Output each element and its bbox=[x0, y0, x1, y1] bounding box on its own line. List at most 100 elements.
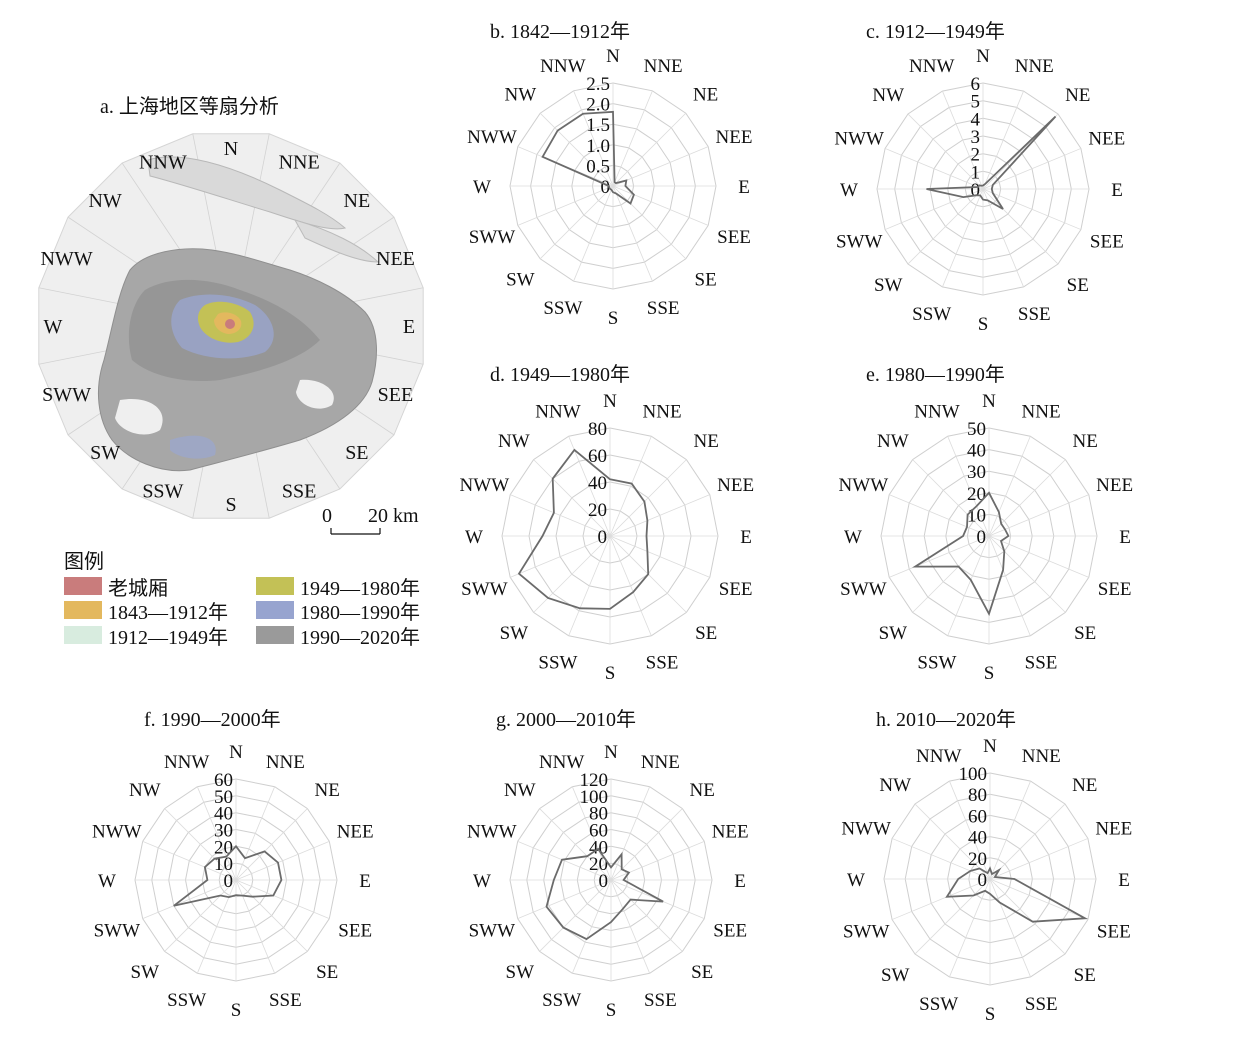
radar-spoke bbox=[891, 878, 991, 920]
map-direction-label: NNE bbox=[279, 152, 320, 174]
radar-radial-tick-label: 4 bbox=[971, 109, 981, 130]
radar-radial-tick-label: 40 bbox=[967, 441, 986, 462]
radar-spoke bbox=[610, 879, 651, 974]
radar-direction-label: SSE bbox=[1025, 653, 1058, 674]
radar-direction-label: SE bbox=[1067, 275, 1089, 296]
radar-spoke bbox=[573, 90, 614, 187]
legend-label: 1912—1949年 bbox=[108, 626, 228, 649]
radar-direction-label: SSW bbox=[167, 990, 206, 1011]
radar-spoke bbox=[609, 535, 652, 636]
radar-radial-tick-label: 20 bbox=[967, 484, 986, 505]
radar-direction-label: NE bbox=[315, 780, 340, 801]
radar-direction-label: SSE bbox=[646, 653, 679, 674]
radar-spoke bbox=[982, 188, 1024, 288]
radar-spoke bbox=[907, 113, 984, 190]
legend-swatch bbox=[256, 601, 294, 619]
radar-chart-b: 00.51.01.52.02.5 N NNE NE NEE E SEE SE SSE S SSW SW… bbox=[467, 20, 752, 329]
radar-radial-tick-label: 1.0 bbox=[586, 136, 610, 157]
legend-item: 1949—1980年 bbox=[256, 574, 420, 600]
legend-label: 老城厢 bbox=[108, 577, 168, 600]
radar-spoke bbox=[988, 436, 1031, 537]
radar-radial-tick-label: 60 bbox=[589, 821, 608, 842]
radar-direction-label: NW bbox=[877, 431, 909, 452]
radar-direction-label: N bbox=[983, 736, 997, 757]
radar-radial-tick-label: 2 bbox=[971, 145, 981, 166]
legend-label: 1843—1912年 bbox=[108, 601, 228, 624]
radar-direction-label: SEE bbox=[1097, 921, 1131, 942]
map-direction-labels: N NNE NE NEE E SEE SE SSE S SSW SW SWW W NWW NW NNW bbox=[40, 138, 415, 516]
radar-radial-tick-label: 60 bbox=[214, 770, 233, 791]
radar-direction-label: SW bbox=[506, 270, 535, 291]
radar-direction-label: NW bbox=[129, 780, 161, 801]
legend-swatch bbox=[256, 626, 294, 644]
radar-spoke bbox=[164, 879, 237, 952]
radar-direction-label: W bbox=[473, 871, 491, 892]
radar-charts: 00.51.01.52.02.5N NNENENEEESEESESSESSSWSW… bbox=[92, 20, 1133, 1025]
radar-spoke bbox=[612, 112, 687, 187]
radar-radial-tick-label: 0 bbox=[224, 871, 234, 892]
radar-radial-tick-label: 60 bbox=[968, 806, 987, 827]
radar-direction-label: NWW bbox=[841, 819, 891, 840]
radar-direction-label: NWW bbox=[467, 127, 517, 148]
radar-direction-label: S bbox=[605, 663, 616, 684]
radar-direction-label: W bbox=[844, 527, 862, 548]
radar-direction-label: SSE bbox=[1025, 994, 1058, 1015]
radar-series-line bbox=[541, 110, 635, 205]
radar-direction-label: NW bbox=[505, 84, 537, 105]
radar-spoke bbox=[142, 840, 237, 881]
radar-direction-label: NWW bbox=[467, 822, 517, 843]
legend-swatch bbox=[64, 601, 102, 619]
map-direction-label: N bbox=[224, 138, 238, 160]
radar-direction-label: NNE bbox=[1022, 746, 1061, 767]
radar-spoke bbox=[196, 879, 237, 974]
radar-direction-label: E bbox=[734, 871, 746, 892]
radar-direction-label: NEE bbox=[712, 822, 749, 843]
radar-direction-label: W bbox=[847, 870, 865, 891]
radar-direction-label: NWW bbox=[839, 475, 889, 496]
radar-spoke bbox=[235, 808, 308, 881]
radar-direction-label: SEE bbox=[338, 920, 372, 941]
radar-direction-label: E bbox=[359, 871, 371, 892]
radar-spoke bbox=[235, 840, 330, 881]
radar-direction-label: S bbox=[231, 1000, 242, 1021]
radar-direction-label: N bbox=[603, 391, 617, 412]
radar-radial-tick-label: 1.5 bbox=[586, 115, 610, 136]
legend-label: 1949—1980年 bbox=[300, 577, 420, 600]
radar-direction-label: SW bbox=[881, 965, 910, 986]
radar-radial-tick-label: 1 bbox=[971, 162, 981, 183]
radar-spoke bbox=[942, 90, 984, 190]
radar-radial-tick-label: 2.0 bbox=[586, 95, 610, 116]
radar-chart-title: f. 1990—2000年 bbox=[144, 708, 281, 731]
radar-spoke bbox=[571, 879, 612, 974]
radar-spoke bbox=[612, 185, 709, 226]
radar-spoke bbox=[610, 808, 683, 881]
map-direction-label: NNW bbox=[139, 152, 187, 174]
radar-spoke bbox=[914, 878, 991, 955]
radar-direction-label: W bbox=[840, 180, 858, 201]
legend-item: 1843—1912年 bbox=[64, 598, 228, 624]
radar-radial-tick-label: 30 bbox=[214, 821, 233, 842]
radar-radial-tick-label: 40 bbox=[968, 828, 987, 849]
radar-spoke bbox=[988, 535, 1089, 578]
radar-spoke bbox=[912, 459, 990, 537]
legend-swatch bbox=[64, 577, 102, 595]
radar-spoke bbox=[907, 188, 984, 265]
radar-spoke bbox=[947, 535, 990, 636]
radar-spoke bbox=[982, 90, 1024, 190]
radar-direction-label: NE bbox=[1073, 431, 1098, 452]
radar-spoke bbox=[568, 436, 611, 537]
radar-direction-label: SEE bbox=[1090, 231, 1124, 252]
radar-direction-label: NEE bbox=[716, 127, 753, 148]
map-direction-label: SSW bbox=[142, 480, 183, 502]
radar-direction-label: SSE bbox=[647, 298, 680, 319]
radar-chart-d: 0 20 40 60 80 N NNE NE NEE E SEE SE SSE S SSW SW SWW W NWW… bbox=[460, 363, 755, 684]
radar-direction-label: SWW bbox=[461, 579, 508, 600]
map-direction-label: SW bbox=[90, 442, 120, 464]
radar-direction-label: NNE bbox=[643, 401, 682, 422]
radar-direction-label: NE bbox=[1072, 775, 1097, 796]
radar-chart-title: c. 1912—1949年 bbox=[866, 20, 1005, 43]
radar-spoke bbox=[517, 185, 614, 226]
radar-direction-label: SWW bbox=[469, 920, 516, 941]
radar-series-line bbox=[173, 844, 283, 907]
radar-direction-label: NW bbox=[879, 775, 911, 796]
